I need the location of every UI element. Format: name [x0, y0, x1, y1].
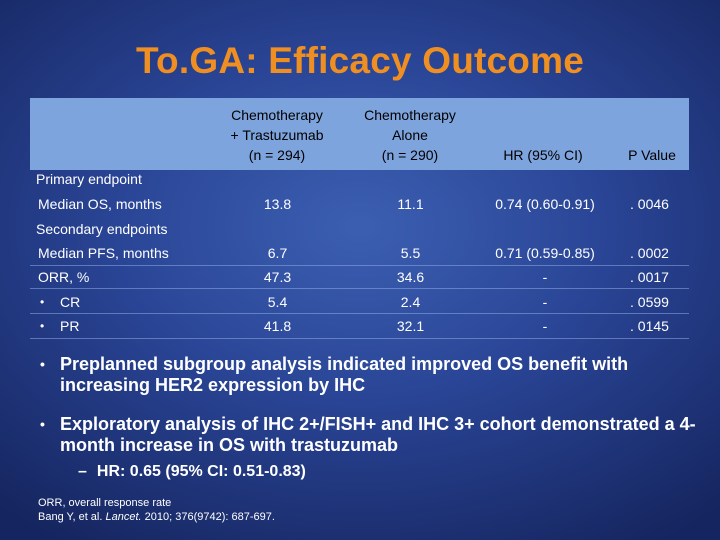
- slide-title: To.GA: Efficacy Outcome: [136, 40, 584, 81]
- cell-value: . 0002: [630, 245, 669, 261]
- bullet-marker: •: [40, 356, 45, 372]
- column-header-line: Alone: [392, 127, 428, 143]
- column-header-hr: HR (95% CI): [468, 145, 618, 165]
- row-label-median-os: Median OS, months: [38, 196, 162, 212]
- cell-value: 13.8: [263, 196, 292, 212]
- cell-value: 5.4: [267, 294, 288, 310]
- bullet-subgroup-analysis: • Preplanned subgroup analysis indicated…: [40, 354, 700, 396]
- cell-value: 32.1: [396, 318, 425, 334]
- section-primary-endpoint: Primary endpoint: [36, 171, 142, 187]
- column-header-line: (n = 290): [381, 147, 439, 163]
- citation-authors: Bang Y, et al.: [38, 511, 106, 523]
- row-divider: [30, 265, 689, 266]
- citation-details: 2010; 376(9742): 687-697.: [141, 511, 275, 523]
- bullet-exploratory-analysis: • Exploratory analysis of IHC 2+/FISH+ a…: [40, 414, 700, 456]
- cell-value: 6.7: [267, 245, 288, 261]
- citation-journal: Lancet.: [105, 511, 142, 523]
- cell-value: 34.6: [396, 269, 425, 285]
- column-header-line: HR (95% CI): [503, 147, 583, 163]
- cell-value: 47.3: [263, 269, 292, 285]
- cell-value: 0.74 (0.60-0.91): [495, 196, 595, 212]
- cell-value: 11.1: [397, 196, 424, 212]
- cell-value: -: [542, 269, 548, 285]
- column-header-line: (n = 294): [248, 147, 306, 163]
- bullet-text: Exploratory analysis of IHC 2+/FISH+ and…: [60, 414, 696, 455]
- column-header-line: Chemotherapy: [364, 107, 456, 123]
- table-bottom-rule: [30, 338, 689, 339]
- row-label-pr: PR: [60, 318, 80, 334]
- cell-value: . 0046: [630, 196, 669, 212]
- row-label-cr: CR: [60, 294, 81, 310]
- row-bullet: •: [40, 319, 45, 333]
- cell-value: 2.4: [400, 294, 421, 310]
- bullet-text: Preplanned subgroup analysis indicated i…: [60, 354, 629, 395]
- row-divider: [30, 288, 689, 289]
- cell-value: 0.71 (0.59-0.85): [495, 245, 595, 261]
- column-header-line: P Value: [628, 147, 676, 163]
- row-label-median-pfs: Median PFS, months: [38, 245, 169, 261]
- column-header-p-value: P Value: [612, 145, 692, 165]
- column-header-line: Chemotherapy: [231, 107, 323, 123]
- column-header-trastuzumab: Chemotherapy + Trastuzumab (n = 294): [210, 105, 344, 165]
- column-header-chemo-alone: Chemotherapy Alone (n = 290): [343, 105, 477, 165]
- row-label-orr: ORR, %: [38, 269, 90, 285]
- cell-value: . 0599: [630, 294, 669, 310]
- sub-bullet-text: HR: 0.65 (95% CI: 0.51-0.83): [96, 463, 306, 480]
- bullet-marker: •: [40, 416, 45, 432]
- section-secondary-endpoints: Secondary endpoints: [36, 221, 168, 237]
- footnote-abbreviation: ORR, overall response rate: [38, 497, 172, 509]
- sub-bullet-hr: – HR: 0.65 (95% CI: 0.51-0.83): [78, 462, 306, 482]
- sub-bullet-marker: –: [78, 463, 87, 480]
- cell-value: . 0017: [630, 269, 669, 285]
- row-bullet: •: [40, 295, 45, 309]
- column-header-line: + Trastuzumab: [230, 127, 324, 143]
- cell-value: . 0145: [630, 318, 669, 334]
- cell-value: -: [542, 294, 548, 310]
- cell-value: 41.8: [263, 318, 292, 334]
- table-header-band: [30, 98, 689, 170]
- row-divider: [30, 313, 689, 314]
- cell-value: -: [542, 318, 548, 334]
- footnote-citation: Bang Y, et al. Lancet. 2010; 376(9742): …: [38, 510, 275, 524]
- cell-value: 5.5: [400, 245, 421, 261]
